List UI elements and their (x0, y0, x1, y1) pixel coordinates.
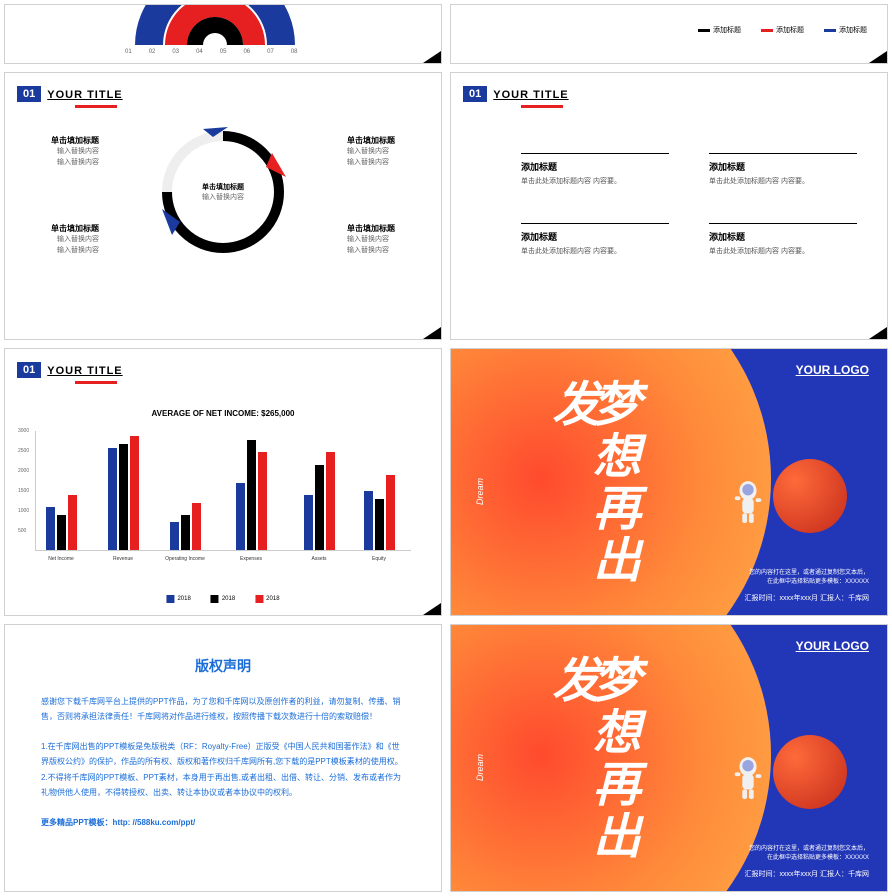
dream-english-text: Dream (475, 754, 485, 781)
legend: 添加标题 添加标题 添加标题 (698, 25, 867, 35)
bar-category-label: Equity (354, 556, 404, 562)
bar-group: Operating Income (170, 503, 201, 550)
center-title: 单击填加标题 (202, 182, 244, 192)
logo-text: YOUR LOGO (796, 639, 869, 653)
info-grid: 添加标题 单击此处添加标题内容 内容要。 添加标题 单击此处添加标题内容 内容要… (521, 153, 857, 257)
bar-chart-area: 3000 2500 2000 1500 1000 500 Net IncomeR… (35, 431, 411, 551)
bar (192, 503, 201, 550)
footer-meta: 汇报时间：xxxx年xxx月 汇报人：千库网 (745, 593, 869, 603)
circle-item-br: 单击填加标题 输入替换内容 输入替换内容 (347, 223, 417, 256)
copyright-heading: 版权声明 (41, 653, 405, 680)
dream-main-text: 梦想再出发 (491, 379, 631, 615)
bar (57, 515, 66, 550)
title-number: 01 (17, 362, 41, 378)
bar (130, 436, 139, 550)
center-sub: 输入替换内容 (202, 192, 244, 202)
title-number: 01 (463, 86, 487, 102)
title-bar: 01 YOUR TITLE (17, 361, 123, 379)
bar-category-label: Assets (294, 556, 344, 562)
bar-group: Net Income (46, 495, 77, 550)
dream-english-text: Dream (475, 478, 485, 505)
bar (258, 452, 267, 550)
title-text: YOUR TITLE (47, 365, 122, 377)
bar-group: Assets (304, 452, 335, 550)
copyright-paragraph: 感谢您下载千库网平台上提供的PPT作品，为了您和千库网以及原创作者的利益，请勿复… (41, 694, 405, 724)
bar-category-label: Operating Income (160, 556, 210, 562)
bar (68, 495, 77, 550)
corner-triangle (869, 51, 887, 63)
footer-meta: 汇报时间：xxxx年xxx月 汇报人：千库网 (745, 869, 869, 879)
bar (170, 522, 179, 550)
slide-circle-arrows: 01 YOUR TITLE 单击填加标题 输入替换内容 单击填加标题 (4, 72, 442, 340)
title-bar: 01 YOUR TITLE (463, 85, 569, 103)
bar-category-label: Revenue (98, 556, 148, 562)
chart-legend: 2018 2018 2018 (166, 595, 279, 603)
info-cell: 添加标题 单击此处添加标题内容 内容要。 (709, 153, 857, 187)
bar (304, 495, 313, 550)
title-text: YOUR TITLE (47, 89, 122, 101)
slide-info-grid: 01 YOUR TITLE 添加标题 单击此处添加标题内容 内容要。 添加标题 … (450, 72, 888, 340)
corner-triangle (869, 327, 887, 339)
slide-partial-right: 添加标题 添加标题 添加标题 (450, 4, 888, 64)
bar-group: Equity (364, 475, 395, 550)
slide-dream-cover-2: YOUR LOGO 梦想再出发 Dream 您的内容打在这里，或者通过复制您文本… (450, 624, 888, 892)
title-text: YOUR TITLE (493, 89, 568, 101)
y-tick: 3000 (18, 428, 29, 434)
slide-dream-cover: YOUR LOGO 梦想再出发 Dream 您的内容打在这里，或者通过复制您文本… (450, 348, 888, 616)
bar (46, 507, 55, 550)
small-orange-circle (773, 735, 847, 809)
slide-copyright: 版权声明 感谢您下载千库网平台上提供的PPT作品，为了您和千库网以及原创作者的利… (4, 624, 442, 892)
slide-partial-left: 01 02 03 04 05 06 07 08 (4, 4, 442, 64)
circle-item-tl: 单击填加标题 输入替换内容 输入替换内容 (29, 135, 99, 168)
astronaut-icon (729, 755, 767, 803)
corner-triangle (423, 603, 441, 615)
small-orange-circle (773, 459, 847, 533)
copyright-paragraph: 1.在千库网出售的PPT模板是免版税类（RF：Royalty-Free）正版受《… (41, 739, 405, 769)
bar (386, 475, 395, 550)
bar (236, 483, 245, 550)
footer-desc: 您的内容打在这里，或者通过复制您文本后， 在此框中选择粘贴更多模板：XXXXXX (749, 569, 869, 587)
bar (326, 452, 335, 550)
corner-triangle (423, 51, 441, 63)
corner-triangle (423, 327, 441, 339)
bar-group: Revenue (108, 436, 139, 550)
xaxis-labels: 01 02 03 04 05 06 07 08 (125, 49, 298, 55)
circle-item-tr: 单击填加标题 输入替换内容 输入替换内容 (347, 135, 417, 168)
bar-category-label: Net Income (36, 556, 86, 562)
bar (375, 499, 384, 550)
bar (315, 465, 324, 550)
bar-category-label: Expenses (226, 556, 276, 562)
more-templates-link[interactable]: 更多精品PPT模板：http: //588ku.com/ppt/ (41, 815, 405, 830)
circle-arrow-graphic: 单击填加标题 输入替换内容 (158, 127, 288, 257)
half-donut-chart (125, 5, 305, 45)
title-number: 01 (17, 86, 41, 102)
title-bar: 01 YOUR TITLE (17, 85, 123, 103)
info-cell: 添加标题 单击此处添加标题内容 内容要。 (709, 223, 857, 257)
bar (364, 491, 373, 550)
slide-bar-chart: 01 YOUR TITLE AVERAGE OF NET INCOME: $26… (4, 348, 442, 616)
bar (119, 444, 128, 550)
chart-title: AVERAGE OF NET INCOME: $265,000 (152, 409, 295, 418)
bar-group: Expenses (236, 440, 267, 550)
copyright-paragraph: 2.不得将千库网的PPT模板、PPT素材，本身用于再出售,或者出租、出借、转让、… (41, 770, 405, 800)
circle-item-bl: 单击填加标题 输入替换内容 输入替换内容 (29, 223, 99, 256)
bar (181, 515, 190, 550)
info-cell: 添加标题 单击此处添加标题内容 内容要。 (521, 153, 669, 187)
footer-desc: 您的内容打在这里，或者通过复制您文本后， 在此框中选择粘贴更多模板：XXXXXX (749, 845, 869, 863)
logo-text: YOUR LOGO (796, 363, 869, 377)
bar (108, 448, 117, 550)
bar (247, 440, 256, 550)
info-cell: 添加标题 单击此处添加标题内容 内容要。 (521, 223, 669, 257)
astronaut-icon (729, 479, 767, 527)
dream-main-text: 梦想再出发 (491, 655, 631, 891)
